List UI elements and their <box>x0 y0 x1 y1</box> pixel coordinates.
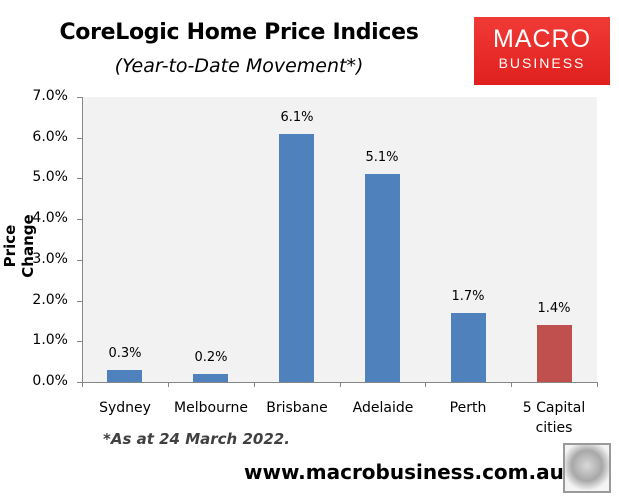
footnote: *As at 24 March 2022. <box>103 430 290 448</box>
y-tick <box>77 219 82 220</box>
y-tick <box>77 382 82 383</box>
x-tick <box>340 382 341 387</box>
y-tick-label: 4.0% <box>32 210 68 226</box>
website-link[interactable]: www.macrobusiness.com.au <box>244 460 564 484</box>
y-tick <box>77 341 82 342</box>
logo-line-1: MACRO <box>492 25 592 53</box>
bar <box>365 174 400 382</box>
y-tick-label: 2.0% <box>32 292 68 308</box>
bar <box>279 134 314 382</box>
bar <box>193 374 228 382</box>
x-tick <box>254 382 255 387</box>
plot-area <box>82 97 597 382</box>
data-label: 5.1% <box>365 150 399 165</box>
data-label: 0.2% <box>194 350 228 365</box>
x-tick <box>597 382 598 387</box>
x-category-label: Melbourne <box>174 400 248 416</box>
x-tick <box>168 382 169 387</box>
data-label: 0.3% <box>108 346 142 361</box>
y-axis-line <box>82 97 83 382</box>
y-tick <box>77 138 82 139</box>
y-tick-label: 3.0% <box>32 251 68 267</box>
x-category-label: Adelaide <box>352 400 414 416</box>
data-label: 1.4% <box>537 301 571 316</box>
x-category-label: Sydney <box>99 400 151 416</box>
logo-line-2: BUSINESS <box>498 55 586 71</box>
y-tick <box>77 260 82 261</box>
chart-title: CoreLogic Home Price Indices <box>59 20 419 45</box>
chart-subtitle: (Year-to-Date Movement*) <box>114 55 364 77</box>
bar <box>537 325 572 382</box>
x-category-label: Brisbane <box>266 400 328 416</box>
y-tick-label: 6.0% <box>32 129 68 145</box>
bar <box>451 313 486 382</box>
x-axis-line <box>82 382 597 383</box>
y-tick <box>77 178 82 179</box>
y-tick-label: 7.0% <box>32 88 68 104</box>
x-tick <box>82 382 83 387</box>
y-tick-label: 5.0% <box>32 169 68 185</box>
bar <box>107 370 142 382</box>
macrobusiness-logo: MACRO BUSINESS <box>474 17 610 85</box>
y-tick-label: 0.0% <box>32 373 68 389</box>
x-category-label: Perth <box>449 400 487 416</box>
x-category-label: 5 Capital cities <box>522 400 586 436</box>
data-label: 6.1% <box>280 110 314 125</box>
y-tick <box>77 301 82 302</box>
data-label: 1.7% <box>451 289 485 304</box>
x-tick <box>511 382 512 387</box>
y-tick <box>77 97 82 98</box>
fox-icon <box>563 443 611 493</box>
y-tick-label: 1.0% <box>32 332 68 348</box>
x-tick <box>425 382 426 387</box>
